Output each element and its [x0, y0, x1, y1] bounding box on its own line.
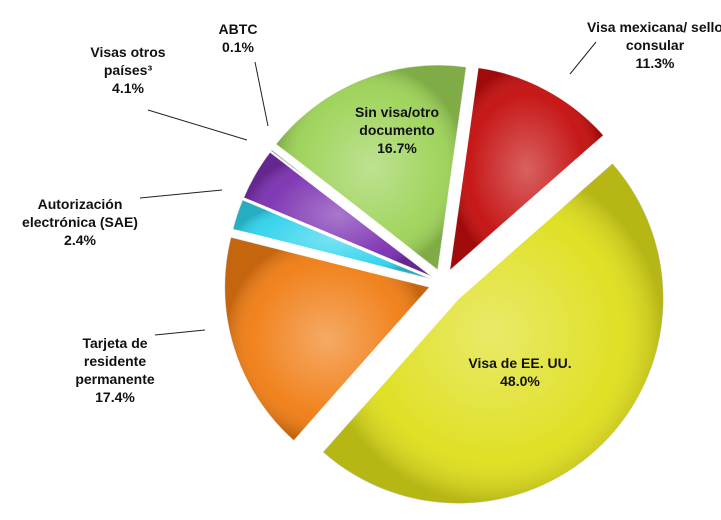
slice-label: Tarjeta de residente permanente 17.4% — [60, 334, 170, 406]
value-label: 0.1% — [222, 39, 254, 55]
value-label: 16.7% — [377, 140, 417, 156]
slice-label: Visa de EE. UU. 48.0% — [440, 354, 600, 390]
leader-line — [569, 41, 597, 75]
leader-line — [139, 189, 223, 199]
value-label: 17.4% — [95, 389, 135, 405]
category-label: Visa mexicana/ sello consular — [587, 19, 721, 53]
category-label: ABTC — [218, 21, 258, 37]
leader-line — [147, 109, 248, 141]
leader-line — [154, 329, 206, 336]
slice-label: Sin visa/otro documento 16.7% — [332, 103, 462, 157]
category-label: Sin visa/otro documento — [354, 104, 440, 138]
category-label: Tarjeta de residente permanente — [75, 335, 155, 387]
slice-label: Autorización electrónica (SAE) 2.4% — [10, 195, 150, 249]
value-label: 4.1% — [112, 80, 144, 96]
value-label: 48.0% — [500, 373, 540, 389]
slice-label: Visas otros países³ 4.1% — [78, 43, 178, 97]
category-label: Visas otros países³ — [90, 44, 166, 78]
slice-label: Visa mexicana/ sello consular 11.3% — [585, 18, 721, 72]
slice-label: ABTC 0.1% — [208, 20, 268, 56]
value-label: 2.4% — [64, 232, 96, 248]
value-label: 11.3% — [635, 55, 675, 71]
category-label: Autorización electrónica (SAE) — [22, 196, 138, 230]
category-label: Visa de EE. UU. — [468, 355, 572, 371]
leader-line — [254, 61, 269, 127]
